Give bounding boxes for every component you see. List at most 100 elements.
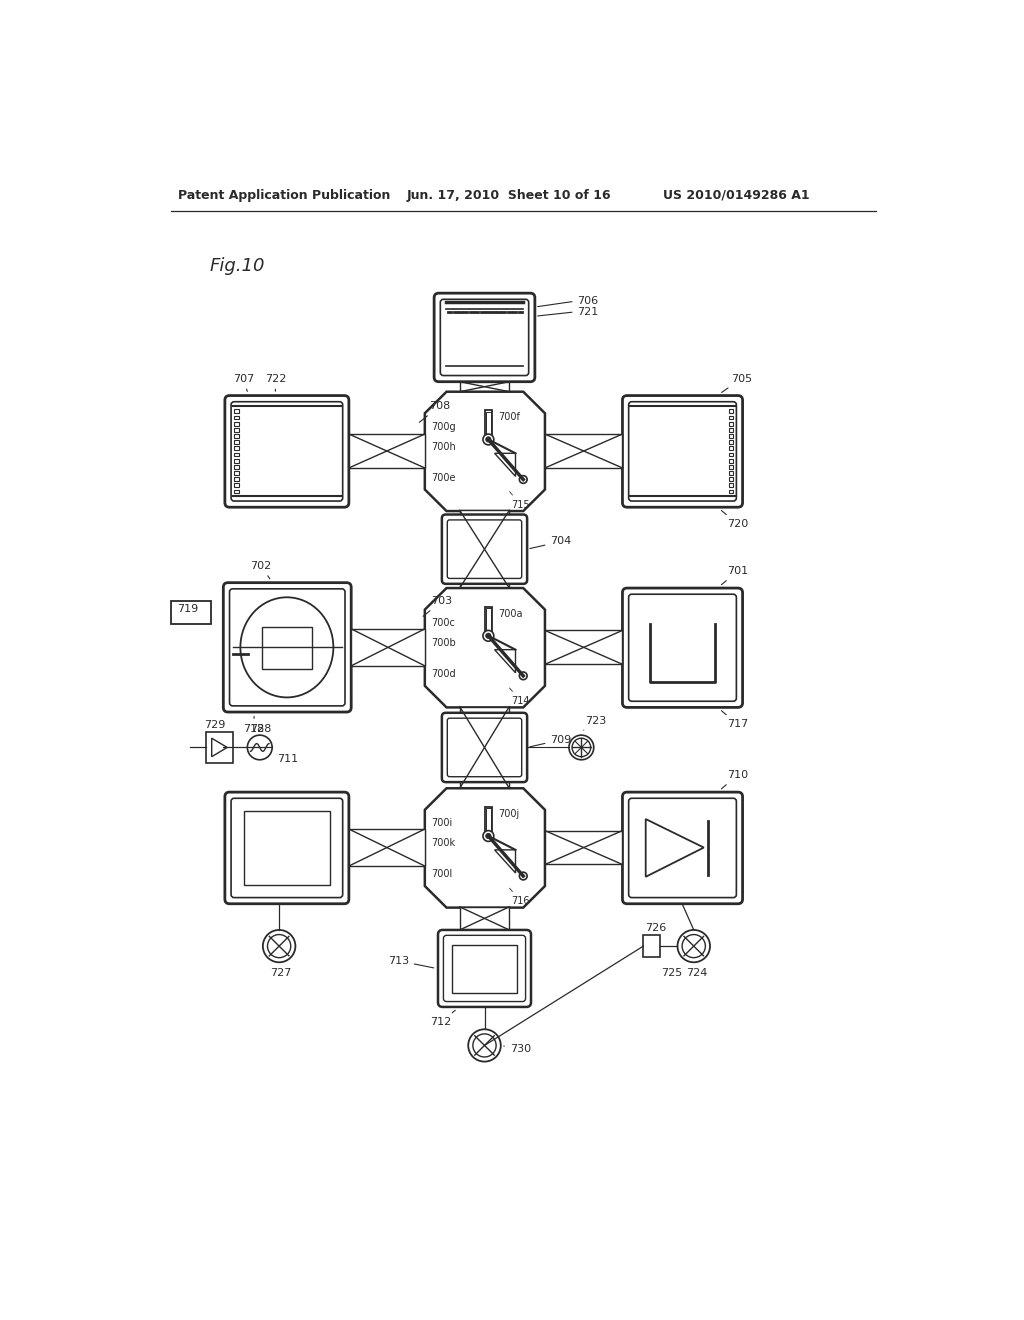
Text: 700a: 700a bbox=[499, 609, 523, 619]
Circle shape bbox=[267, 935, 291, 958]
Text: 710: 710 bbox=[722, 770, 749, 789]
Bar bbox=[460, 381, 509, 392]
FancyBboxPatch shape bbox=[442, 713, 527, 781]
Text: 700d: 700d bbox=[431, 669, 456, 678]
Circle shape bbox=[485, 634, 492, 639]
FancyBboxPatch shape bbox=[443, 936, 525, 1002]
Text: 704: 704 bbox=[529, 536, 571, 549]
Bar bbox=[234, 446, 239, 450]
FancyBboxPatch shape bbox=[231, 799, 343, 898]
Text: 714: 714 bbox=[510, 688, 530, 706]
Bar bbox=[729, 465, 733, 469]
Circle shape bbox=[519, 475, 527, 483]
FancyBboxPatch shape bbox=[623, 589, 742, 708]
Text: 727: 727 bbox=[270, 968, 291, 978]
FancyBboxPatch shape bbox=[629, 799, 736, 898]
Text: 701: 701 bbox=[722, 566, 749, 585]
Bar bbox=[234, 459, 239, 462]
Bar bbox=[729, 416, 733, 420]
Circle shape bbox=[682, 935, 706, 958]
Bar bbox=[729, 483, 733, 487]
Bar bbox=[460, 706, 509, 788]
Bar bbox=[643, 936, 660, 957]
Text: 700b: 700b bbox=[431, 638, 456, 648]
Bar bbox=[234, 478, 239, 480]
FancyBboxPatch shape bbox=[629, 594, 736, 701]
Bar bbox=[349, 829, 425, 866]
Text: 705: 705 bbox=[722, 374, 752, 392]
Bar bbox=[234, 409, 239, 413]
Bar bbox=[234, 465, 239, 469]
Bar bbox=[729, 409, 733, 413]
Bar bbox=[486, 412, 490, 438]
Text: 700j: 700j bbox=[499, 809, 520, 818]
Bar bbox=[729, 428, 733, 432]
Text: 700g: 700g bbox=[431, 422, 456, 432]
FancyBboxPatch shape bbox=[440, 300, 528, 376]
Text: 700f: 700f bbox=[499, 412, 520, 422]
Bar bbox=[460, 511, 509, 589]
Text: 706: 706 bbox=[538, 296, 599, 306]
Circle shape bbox=[263, 929, 295, 962]
Text: 716: 716 bbox=[510, 888, 530, 907]
Bar bbox=[729, 478, 733, 480]
Bar bbox=[545, 631, 623, 664]
Bar bbox=[234, 483, 239, 487]
Text: 707: 707 bbox=[232, 374, 254, 391]
Bar bbox=[545, 830, 623, 865]
Text: 725: 725 bbox=[662, 968, 682, 978]
Text: 700k: 700k bbox=[431, 838, 455, 849]
Circle shape bbox=[572, 738, 591, 756]
Bar bbox=[729, 459, 733, 462]
Bar bbox=[234, 471, 239, 475]
Bar bbox=[349, 434, 425, 469]
Bar bbox=[206, 733, 233, 763]
Bar bbox=[729, 453, 733, 457]
Bar bbox=[234, 441, 239, 444]
Bar bbox=[486, 808, 490, 834]
Text: 700c: 700c bbox=[431, 618, 455, 628]
Bar bbox=[460, 907, 509, 929]
Text: 728: 728 bbox=[251, 725, 271, 734]
Text: 718: 718 bbox=[243, 717, 264, 734]
Bar bbox=[729, 422, 733, 425]
Bar bbox=[729, 490, 733, 494]
Bar bbox=[234, 428, 239, 432]
Polygon shape bbox=[425, 788, 545, 908]
Text: 721: 721 bbox=[538, 306, 599, 317]
Circle shape bbox=[678, 929, 710, 962]
FancyBboxPatch shape bbox=[225, 792, 349, 904]
Bar bbox=[729, 471, 733, 475]
Text: 700h: 700h bbox=[431, 442, 456, 451]
FancyBboxPatch shape bbox=[447, 520, 521, 578]
Text: 700i: 700i bbox=[431, 818, 453, 828]
Text: 719: 719 bbox=[177, 605, 198, 614]
Bar bbox=[729, 441, 733, 444]
Bar bbox=[234, 490, 239, 494]
Circle shape bbox=[483, 631, 494, 642]
Bar bbox=[452, 945, 517, 993]
FancyBboxPatch shape bbox=[434, 293, 535, 381]
Text: 720: 720 bbox=[722, 511, 749, 529]
Text: 717: 717 bbox=[722, 710, 749, 730]
FancyBboxPatch shape bbox=[223, 582, 351, 711]
Text: 726: 726 bbox=[645, 923, 667, 933]
Text: 723: 723 bbox=[584, 715, 606, 730]
Bar bbox=[234, 416, 239, 420]
FancyBboxPatch shape bbox=[623, 792, 742, 904]
Text: 708: 708 bbox=[419, 401, 450, 422]
Bar bbox=[545, 434, 623, 469]
Circle shape bbox=[483, 830, 494, 841]
Text: 703: 703 bbox=[423, 597, 453, 616]
Circle shape bbox=[248, 735, 272, 760]
Circle shape bbox=[569, 735, 594, 760]
Text: US 2010/0149286 A1: US 2010/0149286 A1 bbox=[663, 189, 809, 202]
Bar bbox=[729, 434, 733, 438]
Text: 713: 713 bbox=[388, 956, 434, 968]
Text: Jun. 17, 2010  Sheet 10 of 16: Jun. 17, 2010 Sheet 10 of 16 bbox=[407, 189, 611, 202]
Text: 702: 702 bbox=[251, 561, 271, 578]
Text: Patent Application Publication: Patent Application Publication bbox=[178, 189, 391, 202]
Text: Fig.10: Fig.10 bbox=[209, 257, 265, 275]
Polygon shape bbox=[425, 392, 545, 511]
Circle shape bbox=[485, 437, 492, 442]
